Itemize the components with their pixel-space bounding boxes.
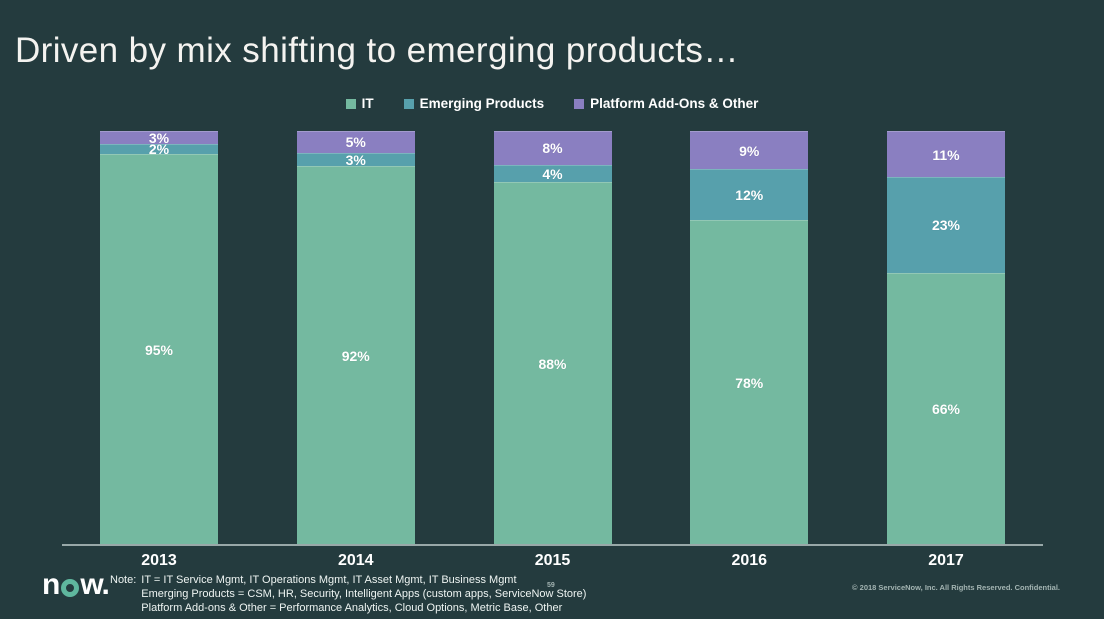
segment-value-label: 2% bbox=[148, 141, 170, 158]
bar-segment-2017-platform-add-ons-other: 11% bbox=[887, 131, 1005, 178]
bar-segment-2014-it: 92% bbox=[296, 165, 415, 545]
bar-2013: 3% 2% 95% bbox=[100, 130, 218, 545]
segment-value-label: 5% bbox=[345, 134, 366, 151]
segment-value-label: 3% bbox=[148, 130, 170, 147]
legend-item-it: IT bbox=[345, 96, 374, 111]
x-axis-labels: 2013 2014 2015 2016 2017 bbox=[100, 552, 1005, 570]
footnote-line: Platform Add-ons & Other = Performance A… bbox=[141, 602, 563, 614]
legend-swatch-icon bbox=[574, 98, 585, 109]
bar-segment-2013-emerging-products: 2% bbox=[100, 141, 218, 157]
bar-segment-2016-it: 78% bbox=[690, 220, 809, 545]
x-axis-label-2016: 2016 bbox=[731, 552, 768, 569]
bar-segment-2013-it: 95% bbox=[100, 153, 218, 545]
bar-segment-2017-it: 66% bbox=[887, 272, 1005, 545]
legend-swatch-icon bbox=[345, 98, 356, 109]
segment-value-label: 12% bbox=[735, 187, 764, 204]
chart-legend: IT Emerging Products Platform Add-Ons & … bbox=[0, 96, 1104, 111]
x-axis-label-2017: 2017 bbox=[928, 552, 964, 569]
segment-value-label: 8% bbox=[542, 140, 563, 157]
segment-value-label: 9% bbox=[739, 142, 760, 159]
bar-segment-2015-it: 88% bbox=[493, 182, 612, 545]
footnote: Note: IT = IT Service Mgmt, IT Operation… bbox=[110, 573, 586, 615]
legend-label: Platform Add-Ons & Other bbox=[590, 96, 759, 111]
legend-item-platform-addons-other: Platform Add-Ons & Other bbox=[574, 96, 758, 111]
segment-value-label: 92% bbox=[341, 347, 370, 364]
x-axis-label-2014: 2014 bbox=[337, 552, 374, 569]
bar-2016: 9% 12% 78% bbox=[690, 131, 809, 545]
bar-segment-2015-emerging-products: 4% bbox=[493, 164, 612, 183]
segment-value-label: 78% bbox=[735, 375, 764, 392]
legend-label: Emerging Products bbox=[419, 96, 545, 111]
footnote-label: Note: bbox=[110, 574, 137, 586]
bar-segment-2016-emerging-products: 12% bbox=[690, 169, 809, 221]
legend-item-emerging-products: Emerging Products bbox=[403, 96, 545, 111]
segment-value-label: 23% bbox=[931, 217, 961, 234]
segment-value-label: 95% bbox=[144, 341, 174, 358]
bar-segment-2014-platform-add-ons-other: 5% bbox=[296, 131, 415, 153]
segment-value-label: 88% bbox=[538, 356, 567, 373]
logo-text-n: n bbox=[42, 568, 60, 601]
slide-title: Driven by mix shifting to emerging produ… bbox=[15, 31, 739, 70]
legend-swatch-icon bbox=[403, 98, 414, 109]
logo-o-ring-icon bbox=[61, 579, 80, 597]
bar-2015: 8% 4% 88% bbox=[493, 131, 612, 545]
bar-2014: 5% 3% 92% bbox=[296, 131, 415, 545]
page-number: 59 bbox=[547, 582, 555, 589]
bar-segment-2017-emerging-products: 23% bbox=[887, 177, 1005, 273]
stacked-bar-chart: 3% 2% 95% 5% 3% 92% 8% 4% 88% 9% 12% 78% 11% 23% 66% bbox=[100, 130, 1005, 545]
segment-value-label: 66% bbox=[931, 401, 961, 418]
segment-value-label: 4% bbox=[542, 166, 563, 183]
bar-2017: 11% 23% 66% bbox=[887, 131, 1005, 545]
segment-value-label: 11% bbox=[932, 146, 960, 163]
copyright-text: © 2018 ServiceNow, Inc. All Rights Reser… bbox=[852, 583, 1060, 592]
bar-segment-2015-platform-add-ons-other: 8% bbox=[493, 131, 612, 165]
bar-segment-2016-platform-add-ons-other: 9% bbox=[690, 131, 809, 170]
x-axis-line bbox=[62, 544, 1043, 546]
legend-label: IT bbox=[361, 96, 374, 111]
x-axis-label-2013: 2013 bbox=[141, 552, 177, 569]
servicenow-now-logo: n w. bbox=[42, 568, 110, 601]
segment-value-label: 3% bbox=[345, 151, 366, 168]
footnote-line: IT = IT Service Mgmt, IT Operations Mgmt… bbox=[141, 574, 517, 586]
bar-segment-2013-platform-add-ons-other: 3% bbox=[100, 130, 218, 147]
footnote-lines: IT = IT Service Mgmt, IT Operations Mgmt… bbox=[141, 573, 586, 615]
x-axis-label-2015: 2015 bbox=[534, 552, 571, 569]
bar-segment-2014-emerging-products: 3% bbox=[296, 151, 415, 168]
footnote-line: Emerging Products = CSM, HR, Security, I… bbox=[141, 588, 587, 600]
logo-text-w-dot: w. bbox=[80, 568, 110, 601]
